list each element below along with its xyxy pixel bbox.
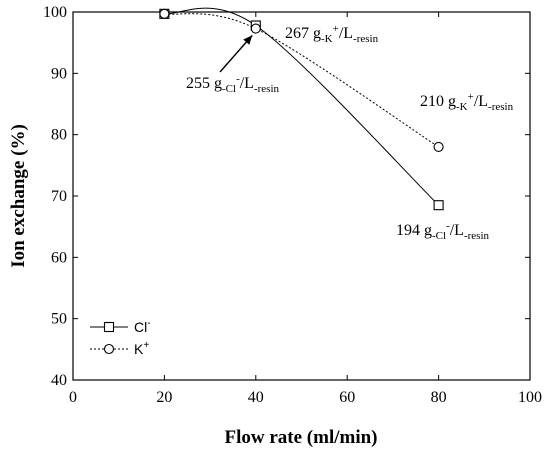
series-line (164, 13, 439, 148)
legend-item-k: K+ (90, 340, 149, 357)
axis-ticks: 0 20 40 60 80 100 40 50 60 70 80 90 100 (43, 4, 542, 406)
annotation-cl80: 194 g-Cl-/L-resin (396, 220, 489, 242)
legend-marker (103, 343, 115, 355)
x-tick-label: 60 (339, 389, 355, 406)
legend-label: Cl- (134, 318, 151, 335)
y-tick-label: 100 (43, 4, 67, 21)
annotations: 267 g-K+/L-resin 255 g-Cl-/L-resin 210 g-K… (186, 23, 514, 242)
y-tick-label: 60 (51, 249, 67, 266)
y-axis-title: Ion exchange (%) (8, 124, 29, 268)
annotation-k40: 267 g-K+/L-resin (285, 23, 379, 45)
legend: Cl- K+ (90, 318, 151, 357)
x-tick-label: 40 (248, 389, 264, 406)
data-point (250, 23, 261, 34)
annotation-cl40: 255 g-Cl-/L-resin (186, 73, 279, 95)
y-tick-label: 80 (51, 127, 67, 144)
y-tick-label: 50 (51, 311, 67, 328)
y-tick-label: 90 (51, 65, 67, 82)
x-axis-title: Flow rate (ml/min) (224, 427, 377, 448)
data-point (433, 200, 444, 211)
legend-item-cl: Cl- (90, 318, 151, 335)
x-tick-label: 80 (431, 389, 447, 406)
arrow-head (243, 35, 253, 45)
y-tick-label: 70 (51, 188, 67, 205)
data-series (159, 7, 444, 211)
annotation-k80: 210 g-K+/L-resin (420, 91, 514, 113)
data-point (159, 8, 170, 19)
series-k (159, 8, 444, 152)
legend-marker (103, 321, 115, 333)
y-tick-label: 40 (51, 372, 67, 389)
series-line (164, 7, 439, 206)
x-tick-label: 100 (518, 389, 542, 406)
legend-label: K+ (134, 340, 149, 357)
data-point (433, 141, 444, 152)
annotation-arrow (219, 34, 253, 73)
x-tick-label: 0 (69, 389, 77, 406)
x-tick-label: 20 (156, 389, 172, 406)
